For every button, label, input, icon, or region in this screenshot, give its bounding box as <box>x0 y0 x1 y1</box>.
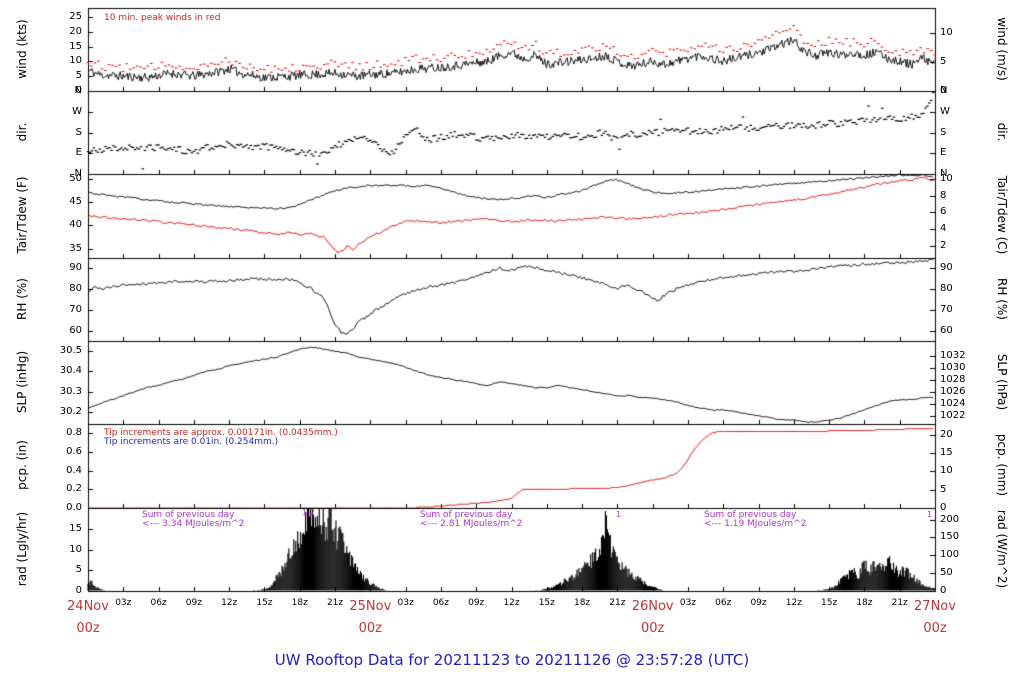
chart-title: UW Rooftop Data for 20211123 to 20211126… <box>274 651 750 669</box>
